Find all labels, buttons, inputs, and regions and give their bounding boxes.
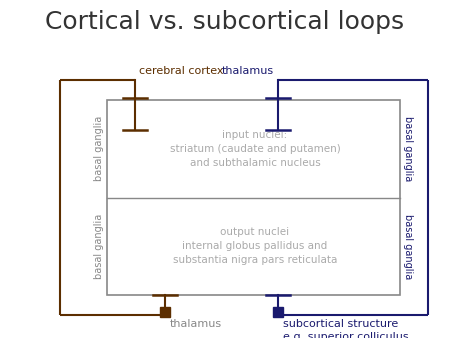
Text: basal ganglia: basal ganglia [403, 116, 413, 182]
Text: Cortical vs. subcortical loops: Cortical vs. subcortical loops [45, 10, 405, 34]
Text: basal ganglia: basal ganglia [94, 116, 104, 182]
Bar [107, 100, 400, 295]
Text: basal ganglia: basal ganglia [94, 214, 104, 279]
Text: subcortical structure
e.g. superior colliculus: subcortical structure e.g. superior coll… [283, 319, 409, 338]
Text: thalamus: thalamus [222, 66, 274, 76]
Text: thalamus: thalamus [170, 319, 222, 329]
Text: input nuclei:
striatum (caudate and putamen)
and subthalamic nucleus: input nuclei: striatum (caudate and puta… [170, 130, 340, 168]
Text: basal ganglia: basal ganglia [403, 214, 413, 279]
Text: output nuclei
internal globus pallidus and
substantia nigra pars reticulata: output nuclei internal globus pallidus a… [173, 227, 337, 265]
Bar [273, 307, 283, 317]
Text: cerebral cortex: cerebral cortex [139, 66, 224, 76]
Bar [160, 307, 170, 317]
